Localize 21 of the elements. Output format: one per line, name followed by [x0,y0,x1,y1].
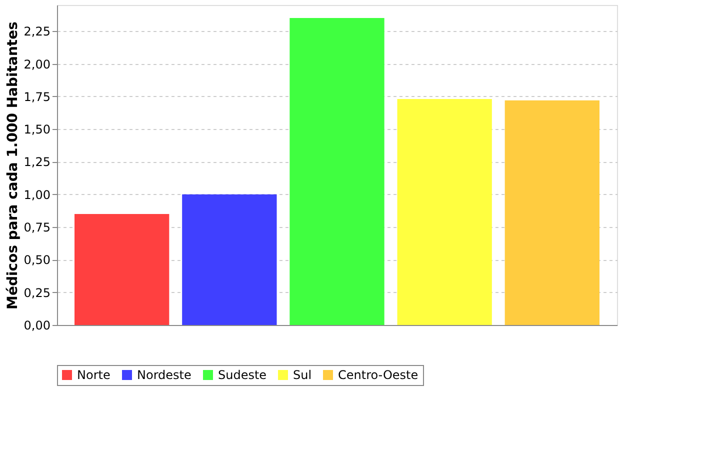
y-tick-label: 2,25 [24,24,50,39]
y-tick-label: 1,00 [24,188,50,202]
y-tick-label: 0,50 [24,253,50,268]
y-axis-title: Médicos para cada 1.000 Habitantes [4,22,21,310]
legend-label: Sul [293,368,312,382]
legend-label: Sudeste [218,368,267,382]
bar [290,18,384,325]
y-tick-label: 1,25 [24,155,50,170]
legend-label: Nordeste [137,368,192,382]
bar [182,194,277,325]
bar [397,99,492,325]
y-tick-label: 2,00 [24,57,50,72]
y-tick-label: 1,50 [24,122,50,137]
bar [74,214,170,325]
y-tick-label: 0,00 [24,318,50,332]
y-tick-label: 0,75 [24,220,50,235]
bar [504,100,600,325]
legend-label: Centro-Oeste [338,368,418,382]
y-tick-label: 0,25 [24,286,50,300]
y-tick-label: 1,75 [24,90,50,104]
legend-label: Norte [77,368,110,382]
